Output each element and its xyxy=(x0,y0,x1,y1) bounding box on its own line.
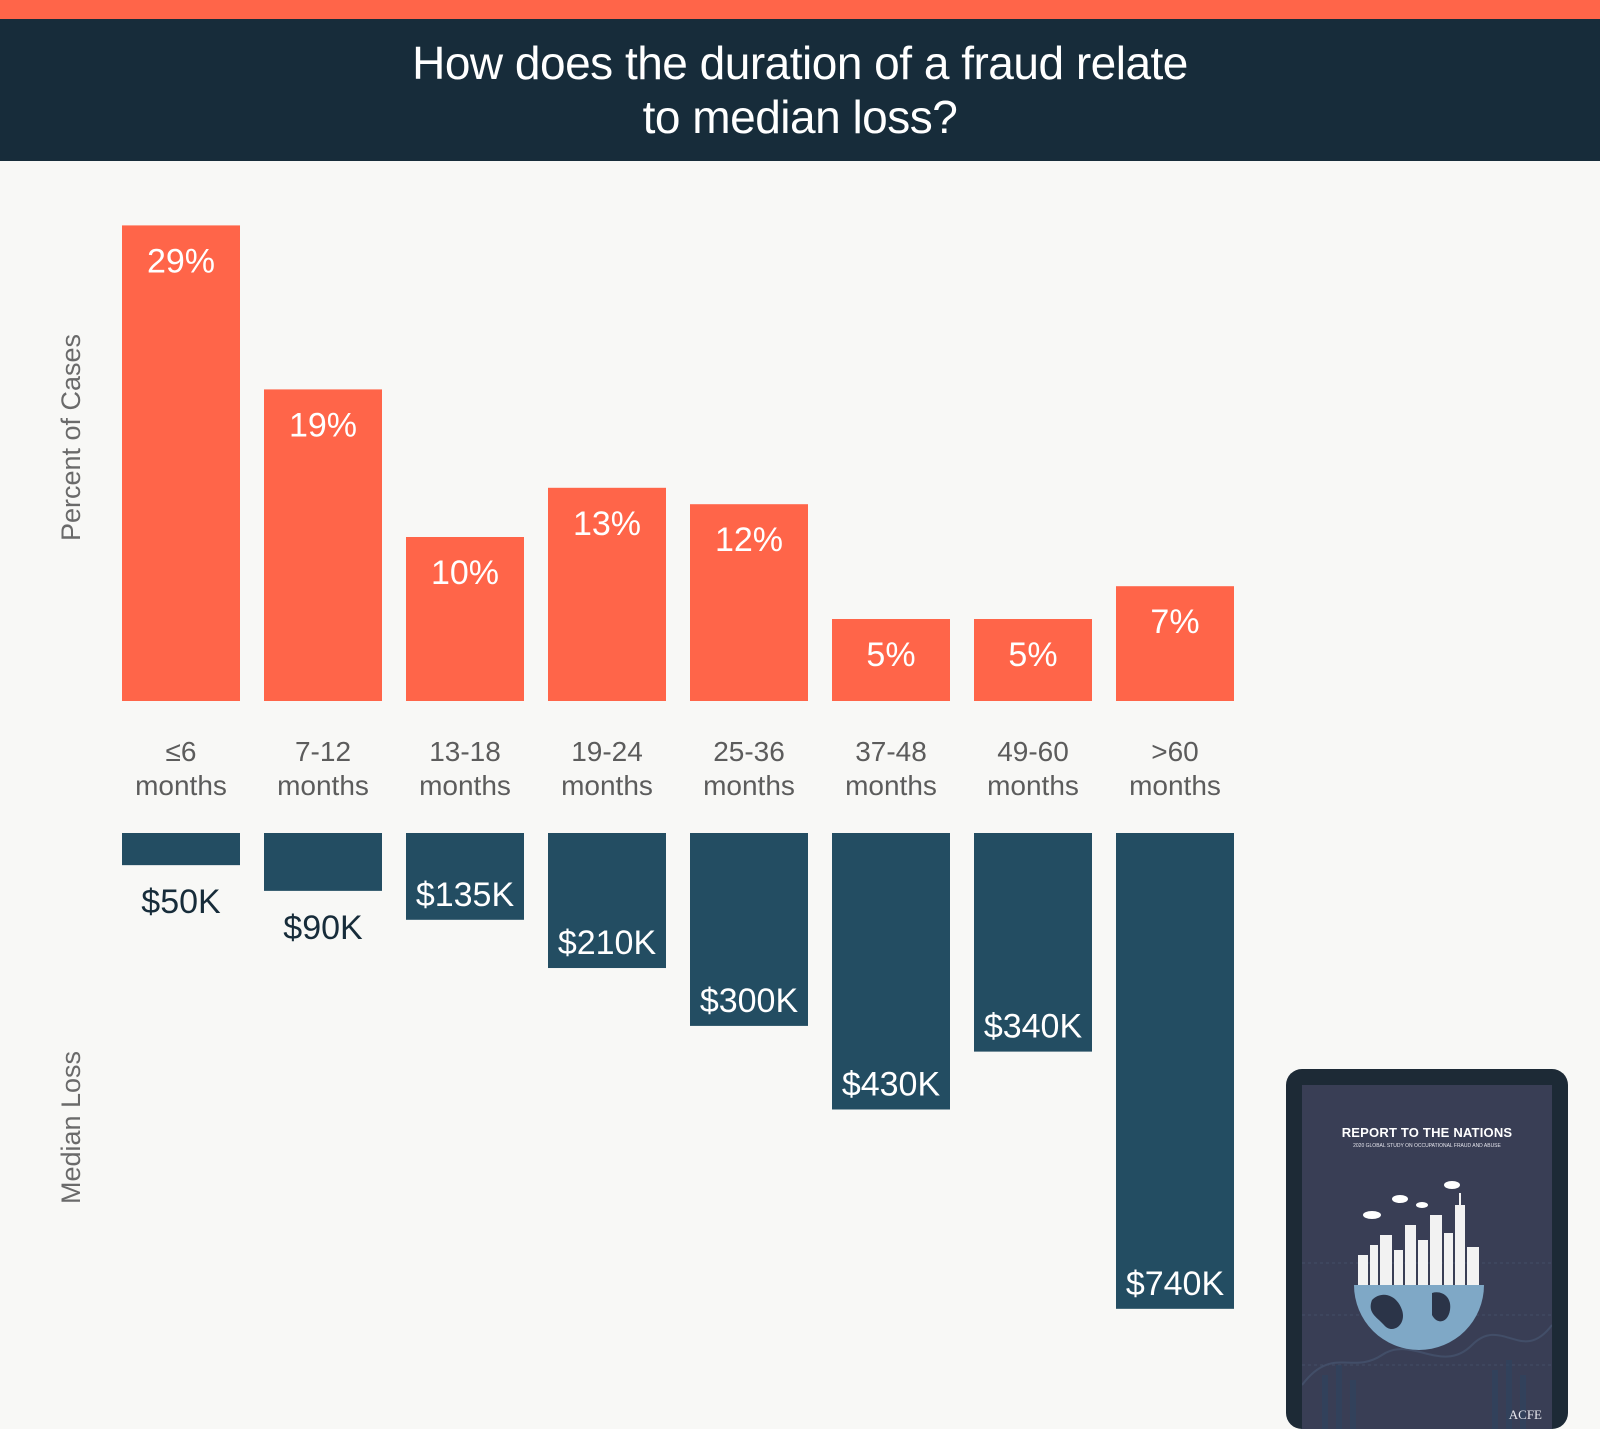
category-label: months xyxy=(135,770,227,801)
percent-bar xyxy=(122,225,240,701)
median-loss-bar xyxy=(264,833,382,891)
median-loss-bar xyxy=(690,833,808,1026)
percent-bar xyxy=(690,504,808,701)
category-label: 25-36 xyxy=(713,736,785,767)
category-label: 7-12 xyxy=(295,736,351,767)
median-loss-bar xyxy=(832,833,950,1110)
globe-city-illustration xyxy=(1302,1181,1552,1429)
median-loss-bar xyxy=(122,833,240,866)
y-axis-title-median-loss: Median Loss xyxy=(55,1050,86,1204)
percent-label: 12% xyxy=(715,521,783,559)
category-label: months xyxy=(987,770,1079,801)
report-title: REPORT TO THE NATIONS xyxy=(1341,1125,1513,1140)
category-label: months xyxy=(419,770,511,801)
percent-label: 5% xyxy=(1008,636,1057,674)
top-accent-bar xyxy=(0,0,1600,19)
page-header: How does the duration of a fraud relate … xyxy=(0,19,1600,161)
y-axis-title-percent: Percent of Cases xyxy=(55,333,86,541)
page-title-line-1: How does the duration of a fraud relate xyxy=(412,37,1188,89)
median-loss-label: $430K xyxy=(842,1065,941,1103)
median-loss-label: $210K xyxy=(558,924,657,962)
report-cover-thumbnail: REPORT TO THE NATIONS 2020 GLOBAL STUDY … xyxy=(1286,1069,1568,1429)
category-label: 13-18 xyxy=(429,736,501,767)
median-loss-label: $135K xyxy=(416,876,515,914)
category-label: 37-48 xyxy=(855,736,927,767)
percent-label: 10% xyxy=(431,554,499,592)
category-label: >60 xyxy=(1151,736,1199,767)
median-loss-label: $50K xyxy=(141,883,221,921)
median-loss-label: $90K xyxy=(283,909,363,947)
median-loss-bar xyxy=(1116,833,1234,1309)
median-loss-bar xyxy=(406,833,524,920)
percent-bar xyxy=(974,619,1092,701)
category-label: months xyxy=(561,770,653,801)
percent-label: 13% xyxy=(573,505,641,543)
median-loss-label: $340K xyxy=(984,1008,1083,1046)
median-loss-label: $300K xyxy=(700,982,799,1020)
percent-bar xyxy=(406,537,524,701)
report-subtitle: 2020 GLOBAL STUDY ON OCCUPATIONAL FRAUD … xyxy=(1353,1143,1501,1149)
report-cover: REPORT TO THE NATIONS 2020 GLOBAL STUDY … xyxy=(1302,1085,1552,1429)
category-label: months xyxy=(845,770,937,801)
percent-label: 7% xyxy=(1150,603,1199,641)
percent-bar xyxy=(548,487,666,701)
acfe-logo: ACFE xyxy=(1508,1407,1542,1422)
category-label: months xyxy=(277,770,369,801)
percent-label: 19% xyxy=(289,406,357,444)
category-label: ≤6 xyxy=(166,736,197,767)
category-label: months xyxy=(1129,770,1221,801)
median-loss-label: $740K xyxy=(1126,1265,1225,1303)
percent-label: 29% xyxy=(147,242,215,280)
percent-label: 5% xyxy=(866,636,915,674)
page-title-line-2: to median loss? xyxy=(642,91,958,143)
category-label: 49-60 xyxy=(997,736,1069,767)
category-label: months xyxy=(703,770,795,801)
median-loss-bar xyxy=(548,833,666,969)
percent-bar xyxy=(832,619,950,701)
duration-loss-chart: 29%≤6months$50K19%7-12months$90K10%13-18… xyxy=(122,225,1234,1309)
percent-bar xyxy=(1116,586,1234,701)
percent-bar xyxy=(264,389,382,701)
category-label: 19-24 xyxy=(571,736,643,767)
median-loss-bar xyxy=(974,833,1092,1052)
